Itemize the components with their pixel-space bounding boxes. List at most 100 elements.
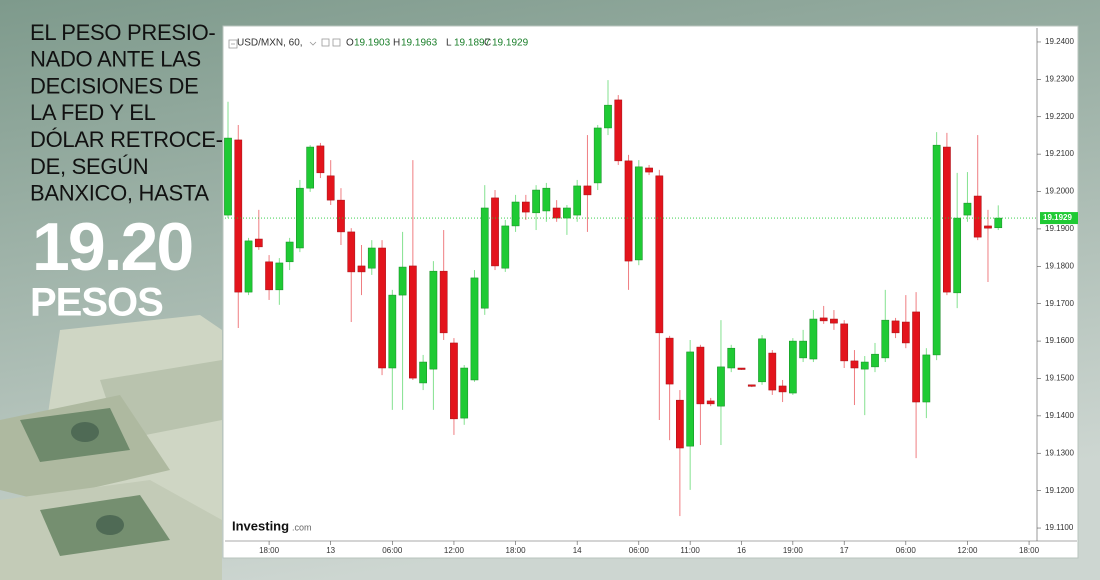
headline-line: DE, SEGÚN — [30, 154, 148, 179]
x-tick-label: 06:00 — [629, 546, 650, 555]
brand-name: Investing — [232, 518, 289, 533]
candle-body — [521, 201, 530, 213]
candle-body — [789, 340, 797, 394]
candle-body — [747, 384, 756, 387]
candle-body — [573, 185, 582, 216]
x-tick-label: 06:00 — [896, 546, 917, 555]
ohlc-letter: C — [484, 38, 491, 49]
last-price-label: 19.1929 — [1043, 213, 1072, 222]
candle-body — [696, 346, 705, 405]
x-tick-label: 18:00 — [506, 546, 527, 555]
candle-body — [378, 247, 386, 369]
candle-body — [501, 225, 510, 269]
candle-body — [758, 338, 766, 383]
candle-body — [265, 261, 273, 291]
candle-body — [984, 225, 992, 229]
candle-body — [809, 318, 818, 360]
y-tick-label: 19.2000 — [1045, 187, 1074, 196]
candle-body — [778, 385, 787, 393]
candle-body — [563, 207, 571, 219]
y-tick-label: 19.1900 — [1045, 224, 1074, 233]
candle-body — [367, 247, 376, 269]
y-tick-label: 19.1400 — [1045, 411, 1074, 420]
x-tick-label: 17 — [840, 546, 849, 555]
candle-body — [593, 127, 602, 184]
x-tick-label: 18:00 — [259, 546, 280, 555]
ohlc-letter: O — [346, 38, 354, 49]
icon[interactable] — [332, 38, 341, 47]
x-tick-label: 06:00 — [382, 546, 403, 555]
candle-body — [686, 351, 694, 447]
x-tick-label: 12:00 — [444, 546, 465, 555]
candle-body — [799, 340, 807, 359]
candle-body — [717, 366, 725, 407]
candle-body — [953, 217, 962, 294]
candle-body — [347, 231, 356, 273]
candle-body — [306, 146, 315, 189]
ohlc-value: 19.1897 — [454, 38, 491, 49]
menu-icon[interactable] — [228, 39, 238, 49]
candle-body — [891, 320, 900, 334]
candle-body — [583, 185, 592, 196]
y-tick-label: 19.2200 — [1045, 112, 1074, 121]
candle-body — [881, 319, 890, 359]
candle-body — [275, 262, 284, 291]
candle-body — [224, 137, 232, 216]
candle-body — [655, 175, 664, 334]
candle-body — [840, 323, 849, 362]
ohlc-value: 19.1929 — [492, 38, 529, 49]
y-tick-label: 19.1300 — [1045, 448, 1074, 457]
icon[interactable] — [321, 38, 330, 47]
candle-body — [398, 266, 407, 296]
headline-unit: PESOS — [30, 281, 163, 325]
candle-body — [973, 195, 982, 238]
y-tick-label: 19.2400 — [1045, 37, 1074, 46]
candle-body — [244, 240, 253, 293]
headline-line: DECISIONES DE — [30, 73, 198, 98]
candle-body — [860, 361, 869, 370]
headline-line: EL PESO PRESIO- — [30, 20, 215, 45]
candle-body — [850, 360, 859, 369]
y-tick-label: 19.1800 — [1045, 261, 1074, 270]
symbol: USD/MXN, 60, — [237, 38, 303, 49]
candle-body — [460, 367, 469, 419]
brand-suffix: .com — [292, 522, 312, 532]
y-tick-label: 19.1600 — [1045, 336, 1074, 345]
x-tick-label: 13 — [326, 546, 335, 555]
ohlc-letter: H — [393, 38, 400, 49]
candle-body — [624, 160, 633, 262]
candle-body — [819, 317, 828, 322]
y-tick-label: 19.2300 — [1045, 74, 1074, 83]
candle-body — [963, 202, 972, 216]
candle-body — [552, 207, 561, 219]
x-tick-label: 11:00 — [680, 546, 700, 555]
candle-body — [429, 270, 438, 370]
x-tick-label: 16 — [737, 546, 746, 555]
candle-body — [932, 144, 941, 356]
candle-body — [450, 342, 458, 420]
last-price-box — [1040, 212, 1078, 225]
money-stacks — [0, 315, 222, 580]
candle-body — [388, 294, 397, 369]
candle-body — [480, 207, 489, 309]
candle-body — [676, 399, 684, 449]
candle-body — [912, 311, 920, 403]
candle-body — [409, 265, 417, 379]
candle-body — [491, 197, 499, 267]
candle-body — [922, 354, 931, 403]
candle-body — [254, 238, 263, 248]
y-tick-label: 19.1500 — [1045, 374, 1074, 383]
dropdown-icon[interactable] — [309, 41, 317, 46]
candle-body — [943, 146, 951, 293]
candle-body — [901, 321, 910, 344]
x-tick-label: 14 — [573, 546, 582, 555]
x-tick-label: 12:00 — [957, 546, 978, 555]
y-tick-label: 19.2100 — [1045, 149, 1074, 158]
candle-body — [727, 347, 736, 369]
candle-body — [871, 353, 879, 368]
candle-body — [326, 175, 335, 201]
candle-body — [337, 199, 345, 233]
